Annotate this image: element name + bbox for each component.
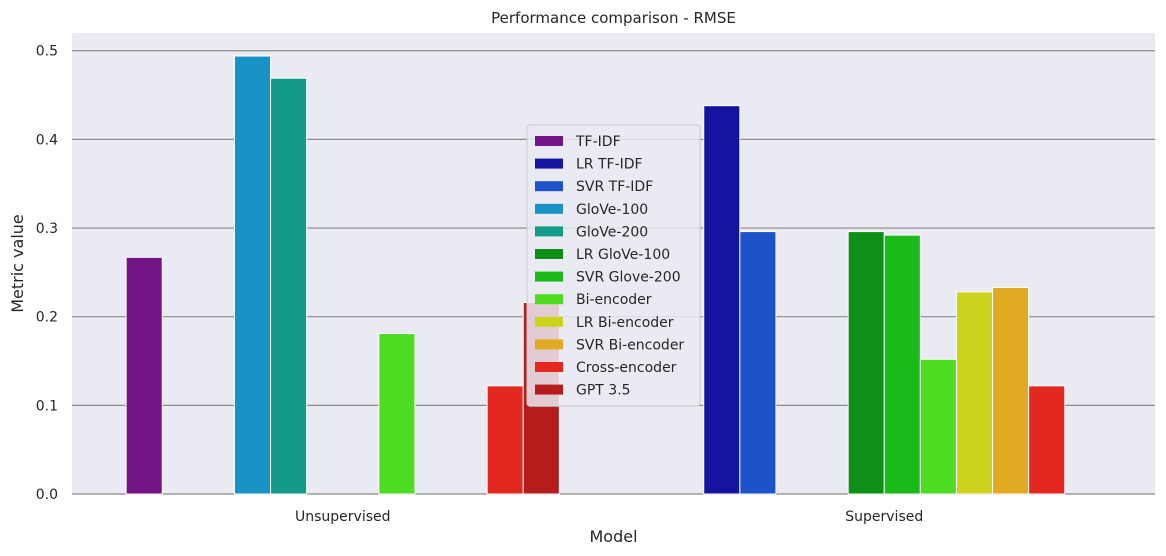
legend-swatch [535,362,563,372]
legend-label: Bi-encoder [576,292,652,308]
legend-label: GloVe-100 [576,202,648,218]
legend-swatch [535,384,563,395]
x-axis-label: Model [589,527,637,546]
bar [883,234,921,495]
legend: TF-IDF LR TF-IDF SVR TF-IDF GloVe-100 GloVe-… [526,124,701,407]
x-tick-label: Supervised [845,509,923,525]
legend-swatch [535,249,563,259]
bar [703,105,741,495]
legend-swatch [535,271,563,282]
legend-label: SVR Glove-200 [576,270,681,286]
bar [919,358,957,495]
legend-label: GPT 3.5 [576,383,631,399]
legend-swatch [535,181,563,192]
legend-swatch [535,339,563,350]
legend-box [526,124,701,407]
legend-swatch [535,294,563,305]
bar [955,291,994,495]
bar [1028,385,1066,495]
y-tick-label: 0.4 [36,132,58,148]
bar [739,231,777,495]
legend-swatch [535,158,563,169]
legend-swatch [535,136,563,146]
x-tick-label: Unsupervised [295,509,391,525]
legend-label: GloVe-200 [576,224,648,240]
y-tick-label: 0.1 [36,398,58,414]
bar [233,55,272,495]
legend-swatch [535,203,563,214]
bar [847,231,885,495]
y-tick-label: 0.5 [36,44,58,60]
legend-label: LR GloVe-100 [576,247,670,263]
legend-label: LR TF-IDF [576,157,643,173]
legend-label: TF-IDF [575,134,621,150]
bar [992,286,1030,495]
y-axis-label: Metric value [8,214,27,313]
legend-label: SVR TF-IDF [576,179,653,195]
bars [125,55,1066,495]
x-tick-labels: Unsupervised Supervised [295,509,923,525]
bar [270,77,308,495]
bar [486,385,524,495]
bar [125,256,163,495]
legend-swatch [535,316,563,327]
legend-label: LR Bi-encoder [576,315,674,331]
chart-title: Performance comparison - RMSE [491,9,736,27]
legend-swatch [535,226,563,237]
y-tick-label: 0.3 [36,221,58,237]
y-tick-label: 0.2 [36,310,58,326]
y-tick-labels: 0.0 0.1 0.2 0.3 0.4 0.5 [36,44,58,503]
legend-label: SVR Bi-encoder [576,337,684,353]
legend-label: Cross-encoder [576,360,677,376]
bar [378,333,416,495]
y-tick-label: 0.0 [36,487,58,503]
